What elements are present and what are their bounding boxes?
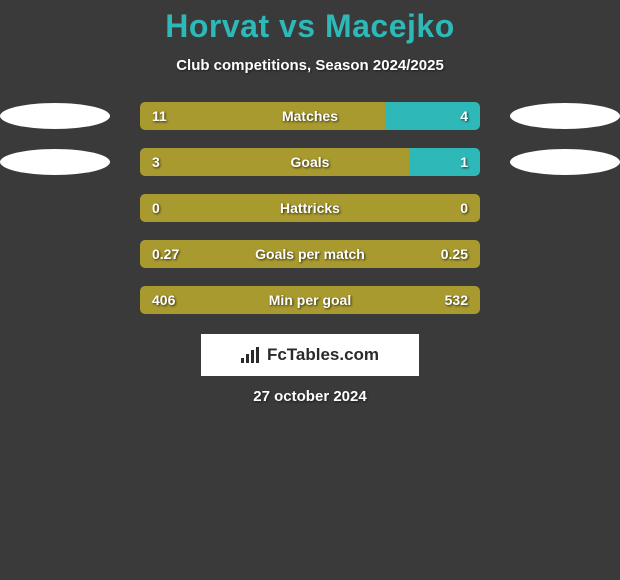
stat-row: 3 Goals 1 xyxy=(0,148,620,176)
bar-segment-left xyxy=(140,148,409,176)
player2-marker xyxy=(510,149,620,175)
stat-value-left: 0 xyxy=(152,200,160,216)
date-label: 27 october 2024 xyxy=(0,388,620,405)
stat-bar: 3 Goals 1 xyxy=(140,148,480,176)
logo-box[interactable]: FcTables.com xyxy=(201,334,419,376)
stats-rows: 11 Matches 4 3 Goals 1 0 Hattricks 0 0.27 Goals pe… xyxy=(0,102,620,314)
stat-label: Goals per match xyxy=(255,246,365,262)
stat-bar: 0 Hattricks 0 xyxy=(140,194,480,222)
bar-segment-left xyxy=(140,102,385,130)
stat-row: 0.27 Goals per match 0.25 xyxy=(0,240,620,268)
comparison-widget: Horvat vs Macejko Club competitions, Sea… xyxy=(0,0,620,405)
stat-value-right: 4 xyxy=(460,108,468,124)
stat-value-left: 0.27 xyxy=(152,246,179,262)
stat-value-left: 406 xyxy=(152,292,175,308)
stat-label: Goals xyxy=(291,154,330,170)
stat-value-right: 1 xyxy=(460,154,468,170)
logo-text: FcTables.com xyxy=(267,345,379,365)
stat-row: 406 Min per goal 532 xyxy=(0,286,620,314)
player1-marker xyxy=(0,149,110,175)
stat-value-right: 0.25 xyxy=(441,246,468,262)
stat-label: Min per goal xyxy=(269,292,351,308)
stat-bar: 11 Matches 4 xyxy=(140,102,480,130)
stat-row: 11 Matches 4 xyxy=(0,102,620,130)
bar-chart-icon xyxy=(241,347,261,363)
stat-value-right: 532 xyxy=(445,292,468,308)
stat-label: Matches xyxy=(282,108,338,124)
stat-value-left: 11 xyxy=(152,108,167,124)
subtitle: Club competitions, Season 2024/2025 xyxy=(0,57,620,74)
player1-marker xyxy=(0,103,110,129)
stat-label: Hattricks xyxy=(280,200,340,216)
bar-segment-right xyxy=(409,148,480,176)
stat-value-right: 0 xyxy=(460,200,468,216)
stat-row: 0 Hattricks 0 xyxy=(0,194,620,222)
stat-value-left: 3 xyxy=(152,154,160,170)
page-title: Horvat vs Macejko xyxy=(0,8,620,45)
stat-bar: 406 Min per goal 532 xyxy=(140,286,480,314)
player2-marker xyxy=(510,103,620,129)
stat-bar: 0.27 Goals per match 0.25 xyxy=(140,240,480,268)
